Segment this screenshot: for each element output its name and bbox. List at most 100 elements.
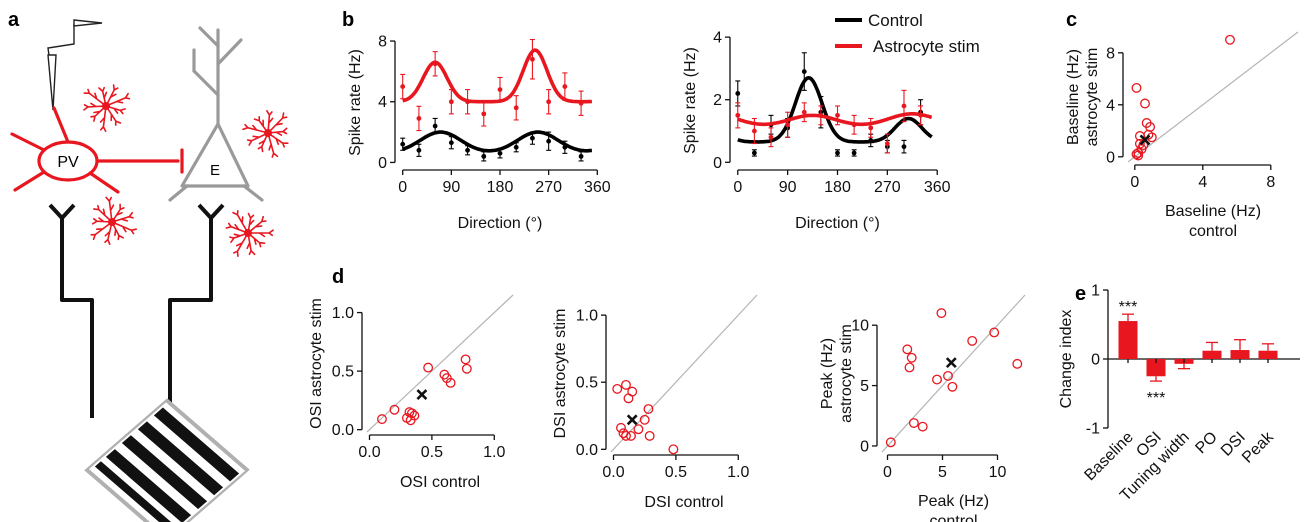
data-point [406, 408, 417, 419]
x-tick-label: 360 [584, 179, 611, 196]
y-tick-label: 0 [860, 438, 869, 455]
fit-curve-control [402, 130, 593, 153]
data-point [633, 424, 644, 435]
data-point [908, 418, 919, 428]
data-point [835, 150, 840, 156]
x-tick-label: 0.0 [358, 444, 380, 461]
mean-marker [626, 414, 638, 426]
data-point [936, 308, 947, 319]
data-point [465, 147, 470, 153]
data-point [751, 128, 757, 134]
x-axis-label: DSI control [644, 494, 723, 511]
identity-line [366, 294, 514, 433]
data-point [751, 150, 757, 156]
bar [1118, 321, 1138, 359]
data-point [851, 122, 857, 128]
astrocyte-icon [83, 84, 131, 132]
data-point [818, 112, 824, 118]
data-point [917, 421, 928, 432]
legend-label: Astrocyte stim [873, 37, 980, 56]
y-tick-label: 4 [1106, 97, 1115, 114]
x-tick-label: 90 [442, 179, 460, 196]
x-axis-label-line2: control [1189, 223, 1237, 240]
x-axis-label-line2: control [929, 513, 977, 522]
y-tick-label: 0.5 [576, 375, 598, 392]
y-axis-label: Change index [1058, 310, 1075, 409]
data-point [639, 414, 650, 425]
significance-label: *** [1119, 299, 1138, 316]
x-tick-label: Peak [1239, 428, 1278, 467]
data-point [432, 61, 438, 67]
data-point [445, 377, 456, 388]
x-tick-label: 10 [989, 464, 1007, 481]
x-tick-label: 0.5 [421, 444, 443, 461]
electrode-icon [47, 19, 103, 111]
x-axis-label: Baseline (Hz) [1165, 203, 1261, 220]
bar [1258, 350, 1278, 359]
data-point [901, 103, 907, 109]
data-point [902, 344, 913, 355]
data-point [400, 141, 406, 147]
mean-marker [1139, 134, 1151, 146]
data-point [884, 141, 890, 146]
astrocyte-soma [108, 218, 116, 226]
input-axons [48, 203, 225, 418]
data-point [868, 125, 874, 131]
dsi-scatter: 0.0 0.5 1.0 0.0 0.5 1.0 DSI astrocyte stim DSI … [552, 294, 758, 511]
data-point [578, 153, 584, 159]
identity-line [881, 294, 1026, 453]
x-tick-label: PO [1192, 429, 1220, 457]
y-tick-label: 4 [378, 94, 387, 111]
data-point [497, 87, 503, 92]
x-tick-label: 5 [938, 464, 947, 481]
astrocyte-icons [83, 84, 289, 257]
panel-label-c: c [1066, 9, 1077, 31]
data-point [1225, 34, 1235, 45]
legend-label: Control [868, 11, 923, 30]
data-point [735, 91, 741, 96]
data-point [530, 135, 535, 141]
x-axis-label: Direction (°) [795, 215, 880, 232]
data-point [612, 383, 623, 394]
y-axis-label: Spike rate (Hz) [682, 47, 699, 154]
data-point [432, 123, 438, 129]
mean-marker [945, 357, 957, 369]
x-tick-label: 360 [924, 179, 951, 196]
pv-label: PV [57, 154, 79, 171]
data-point [621, 379, 631, 390]
data-point [947, 381, 958, 392]
data-point [967, 335, 978, 346]
data-point [735, 112, 741, 118]
astrocyte-soma [244, 229, 252, 237]
y-tick-label: 8 [378, 34, 387, 51]
y-tick-label: -1 [1086, 421, 1100, 438]
y-tick-label: 0 [713, 155, 722, 172]
data-point [851, 150, 857, 156]
y-tick-label: 8 [1106, 45, 1115, 62]
x-tick-label: 0.5 [665, 464, 687, 481]
astrocyte-icon [242, 110, 289, 158]
data-point [460, 354, 471, 365]
y-tick-label: 0 [1091, 352, 1100, 369]
data-point [513, 144, 519, 150]
data-point [918, 112, 924, 118]
data-point [416, 116, 422, 121]
y-tick-label: 2 [713, 92, 722, 109]
data-point [513, 105, 519, 111]
bar [1230, 350, 1250, 359]
data-point [868, 138, 874, 143]
data-point [400, 84, 406, 89]
x-tick-label: 180 [824, 179, 851, 196]
data-point [461, 363, 472, 374]
data-point [932, 374, 942, 385]
significance-label: *** [1147, 390, 1166, 407]
astrocyte-soma [102, 102, 110, 110]
y-axis-label: Spike rate (Hz) [347, 49, 364, 156]
y-tick-label: 1.0 [332, 305, 354, 322]
grating-stimulus-icon [84, 398, 250, 522]
data-point [768, 134, 774, 140]
panel-label-b: b [342, 9, 354, 31]
identity-line [610, 294, 758, 453]
